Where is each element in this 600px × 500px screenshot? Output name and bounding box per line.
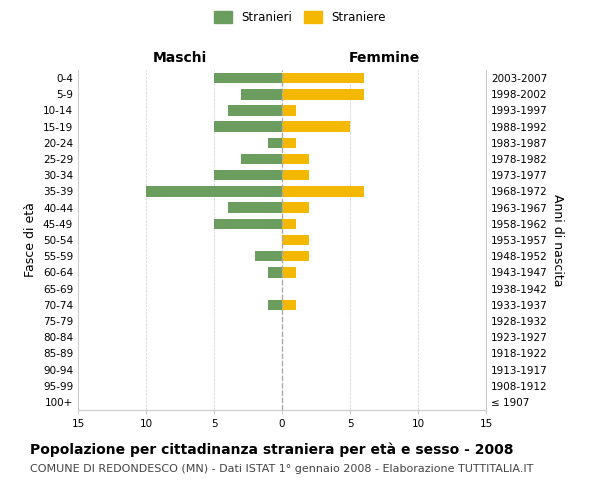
- Bar: [282, 170, 309, 180]
- Bar: [255, 251, 282, 262]
- Text: Femmine: Femmine: [349, 51, 419, 65]
- Bar: [241, 89, 282, 100]
- Bar: [268, 267, 282, 278]
- Bar: [282, 105, 296, 116]
- Y-axis label: Anni di nascita: Anni di nascita: [551, 194, 564, 286]
- Bar: [227, 105, 282, 116]
- Bar: [282, 89, 364, 100]
- Bar: [214, 170, 282, 180]
- Bar: [268, 300, 282, 310]
- Bar: [241, 154, 282, 164]
- Bar: [146, 186, 282, 196]
- Text: Maschi: Maschi: [153, 51, 207, 65]
- Bar: [282, 202, 309, 213]
- Bar: [282, 122, 350, 132]
- Text: COMUNE DI REDONDESCO (MN) - Dati ISTAT 1° gennaio 2008 - Elaborazione TUTTITALIA: COMUNE DI REDONDESCO (MN) - Dati ISTAT 1…: [30, 464, 533, 474]
- Bar: [268, 138, 282, 148]
- Y-axis label: Fasce di età: Fasce di età: [25, 202, 37, 278]
- Legend: Stranieri, Straniere: Stranieri, Straniere: [209, 6, 391, 28]
- Bar: [214, 122, 282, 132]
- Bar: [227, 202, 282, 213]
- Bar: [282, 267, 296, 278]
- Bar: [214, 73, 282, 84]
- Bar: [282, 138, 296, 148]
- Bar: [282, 154, 309, 164]
- Bar: [282, 251, 309, 262]
- Bar: [282, 218, 296, 229]
- Text: Popolazione per cittadinanza straniera per età e sesso - 2008: Popolazione per cittadinanza straniera p…: [30, 442, 514, 457]
- Bar: [282, 300, 296, 310]
- Bar: [282, 234, 309, 246]
- Bar: [282, 73, 364, 84]
- Bar: [214, 218, 282, 229]
- Bar: [282, 186, 364, 196]
